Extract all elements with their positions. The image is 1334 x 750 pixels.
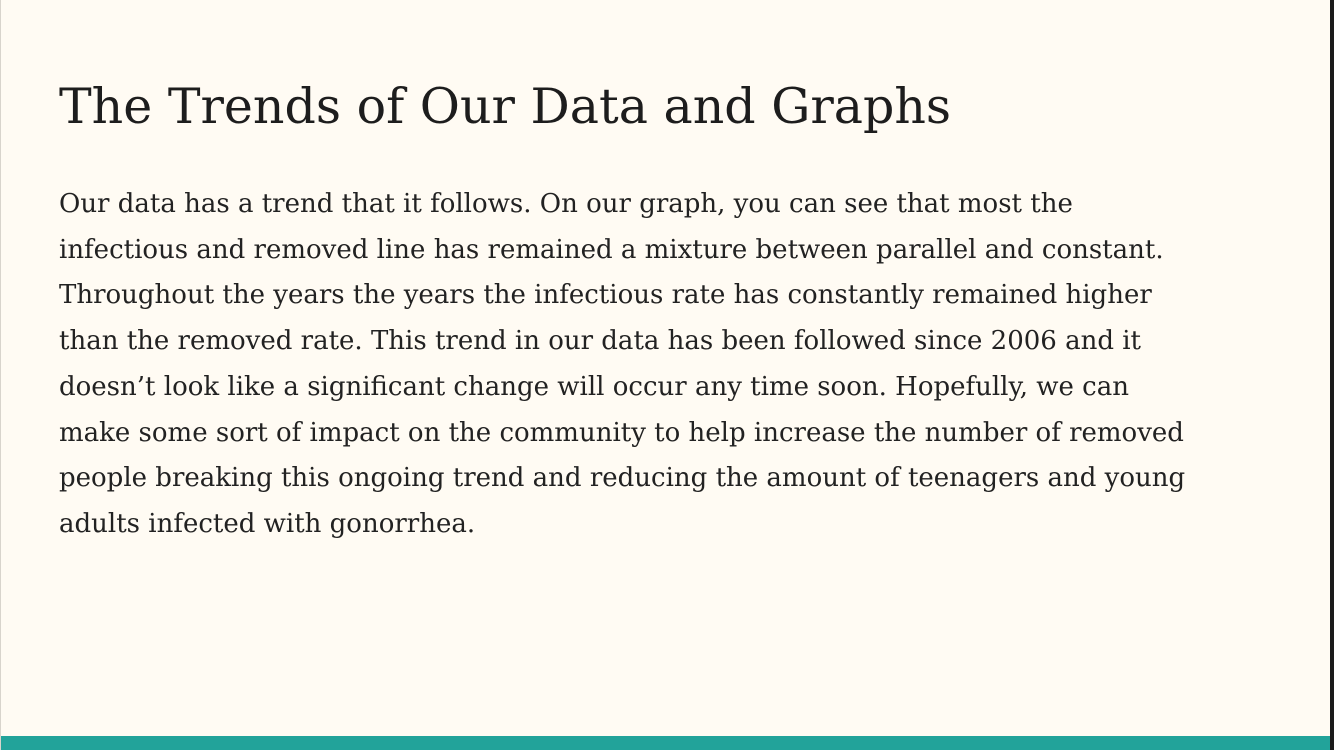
- body-line: infectious and removed line has remained…: [59, 234, 1164, 265]
- slide-title: The Trends of Our Data and Graphs: [59, 78, 952, 135]
- body-line: than the removed rate. This trend in our…: [59, 326, 1142, 357]
- body-line: doesn’t look like a significant change w…: [59, 371, 1129, 402]
- body-line: people breaking this ongoing trend and r…: [59, 463, 1186, 494]
- body-line: adults infected with gonorrhea.: [59, 508, 476, 539]
- slide-body-text: Our data has a trend that it follows. On…: [59, 182, 1289, 548]
- footer-accent-bar: [1, 736, 1330, 750]
- body-line: Throughout the years the years the infec…: [59, 280, 1152, 311]
- body-line: Our data has a trend that it follows. On…: [59, 189, 1073, 219]
- body-line: make some sort of impact on the communit…: [59, 417, 1184, 448]
